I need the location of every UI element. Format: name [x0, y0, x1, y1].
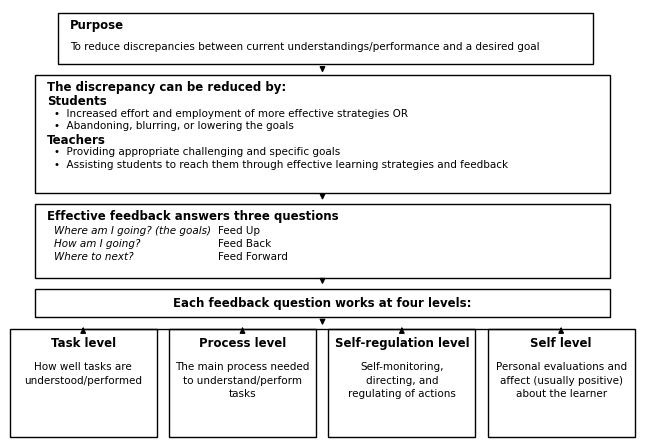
Text: Each feedback question works at four levels:: Each feedback question works at four lev… [174, 297, 471, 309]
Bar [35, 75, 610, 193]
Text: The main process needed
to understand/perform
tasks: The main process needed to understand/pe… [175, 362, 310, 399]
Bar [328, 329, 475, 437]
Text: How well tasks are
understood/performed: How well tasks are understood/performed [25, 362, 142, 385]
Bar [488, 329, 635, 437]
Bar [35, 289, 610, 317]
Text: Process level: Process level [199, 337, 286, 349]
Text: •  Assisting students to reach them through effective learning strategies and fe: • Assisting students to reach them throu… [54, 160, 508, 170]
Text: Self level: Self level [530, 337, 592, 349]
Bar [10, 329, 157, 437]
Bar [35, 204, 610, 278]
Text: Task level: Task level [51, 337, 115, 349]
Text: •  Abandoning, blurring, or lowering the goals: • Abandoning, blurring, or lowering the … [54, 122, 293, 131]
Text: Purpose: Purpose [70, 19, 124, 32]
Text: Feed Back: Feed Back [218, 239, 272, 249]
Text: •  Providing appropriate challenging and specific goals: • Providing appropriate challenging and … [54, 147, 340, 158]
Text: Self-monitoring,
directing, and
regulating of actions: Self-monitoring, directing, and regulati… [348, 362, 456, 399]
Text: Teachers: Teachers [47, 134, 106, 147]
Bar [58, 13, 593, 64]
Text: Self-regulation level: Self-regulation level [335, 337, 469, 349]
Text: Effective feedback answers three questions: Effective feedback answers three questio… [47, 210, 339, 222]
Text: To reduce discrepancies between current understandings/performance and a desired: To reduce discrepancies between current … [70, 42, 539, 52]
Text: •  Increased effort and employment of more effective strategies OR: • Increased effort and employment of mor… [54, 109, 408, 119]
Text: Students: Students [47, 95, 107, 108]
Text: Feed Up: Feed Up [218, 226, 260, 236]
Text: The discrepancy can be reduced by:: The discrepancy can be reduced by: [47, 81, 286, 94]
Text: Where am I going? (the goals): Where am I going? (the goals) [54, 226, 210, 236]
Text: Feed Forward: Feed Forward [218, 252, 288, 262]
Text: Personal evaluations and
affect (usually positive)
about the learner: Personal evaluations and affect (usually… [495, 362, 627, 399]
Text: How am I going?: How am I going? [54, 239, 140, 249]
Text: Where to next?: Where to next? [54, 252, 133, 262]
Bar [169, 329, 316, 437]
